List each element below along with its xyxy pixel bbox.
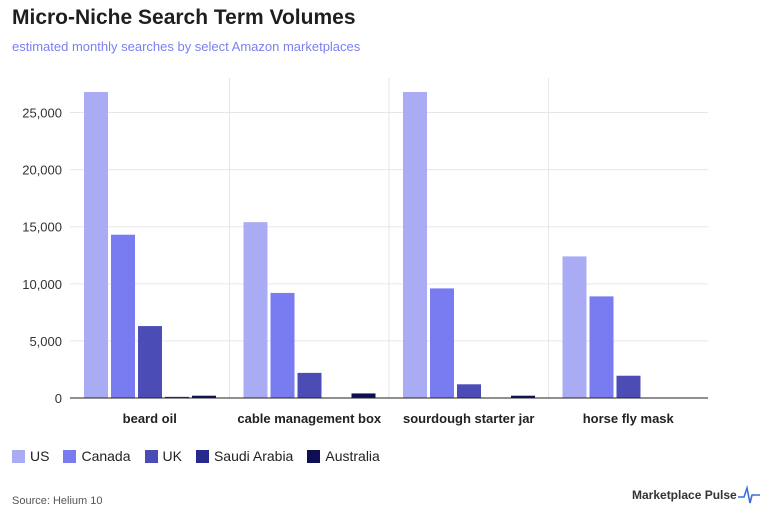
y-tick-label: 0 [55,391,62,406]
legend-swatch [195,449,209,463]
legend-item: Canada [63,448,131,464]
pulse-line-icon [737,485,760,504]
bar [403,91,427,398]
bar [297,372,322,398]
legend-label: Australia [325,448,380,464]
chart-subtitle: estimated monthly searches by select Ama… [12,39,361,54]
bar [165,396,189,398]
brand-logo: Marketplace Pulse [632,485,760,505]
bar [84,91,108,398]
source-note: Source: Helium 10 [12,495,103,507]
bar [511,395,535,398]
legend-item: Saudi Arabia [195,448,294,464]
bar [616,375,641,398]
legend-label: Canada [81,448,131,464]
legend-swatch [63,449,77,463]
legend-label: Saudi Arabia [213,448,294,464]
legend-swatch [12,449,25,463]
bar [111,234,135,398]
brand-name: Marketplace Pulse [632,488,737,502]
x-tick-label: horse fly mask [583,411,675,426]
bar [457,384,481,398]
legend-item: UK [144,448,182,464]
x-tick-label: beard oil [123,411,177,426]
legend-label: US [30,448,50,464]
legend-swatch [144,449,158,463]
y-tick-label: 15,000 [22,220,62,235]
bar [562,256,587,398]
bar [243,222,268,398]
legend-item: US [12,448,49,464]
y-tick-label: 10,000 [22,277,62,292]
chart-title: Micro-Niche Search Term Volumes [12,6,356,29]
legend-swatch [307,449,321,463]
legend-item: Australia [307,448,380,464]
x-tick-label: cable management box [237,411,382,426]
legend-label: UK [162,448,182,464]
x-tick-label: sourdough starter jar [403,411,534,426]
y-tick-label: 5,000 [29,334,62,349]
bar [138,326,162,398]
bar [270,292,295,398]
chart-legend: US Canada UK Saudi Arabia Australia [12,448,380,464]
bar [430,288,454,398]
y-tick-label: 25,000 [22,106,62,121]
y-tick-label: 20,000 [22,163,62,178]
bar [589,296,614,398]
bar [351,393,376,398]
bar-chart: 0 5,000 10,000 15,000 20,000 25,000 beard oil c… [22,78,708,426]
bar [192,395,216,398]
